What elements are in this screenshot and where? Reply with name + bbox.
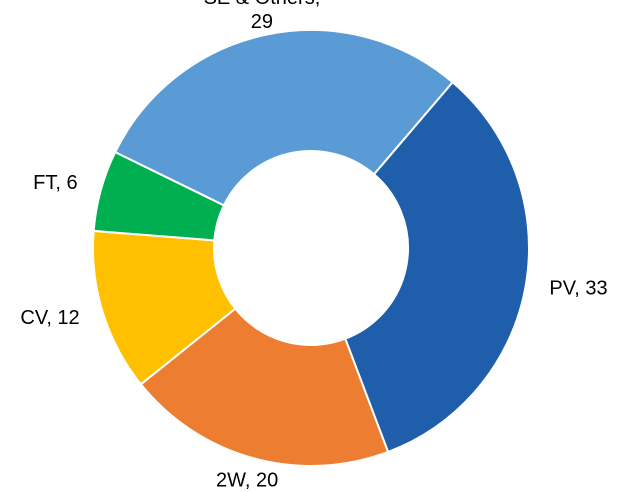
donut-slice	[92, 229, 237, 386]
data-label: 2W, 20	[216, 470, 278, 492]
donut-slice	[139, 307, 390, 467]
data-label: PV, 33	[549, 278, 607, 300]
donut-slice	[343, 80, 530, 454]
data-label: FT, 6	[33, 172, 77, 194]
data-label: SE & Others,29	[204, 0, 321, 33]
data-label: CV, 12	[20, 307, 79, 329]
donut-slice	[113, 29, 454, 207]
